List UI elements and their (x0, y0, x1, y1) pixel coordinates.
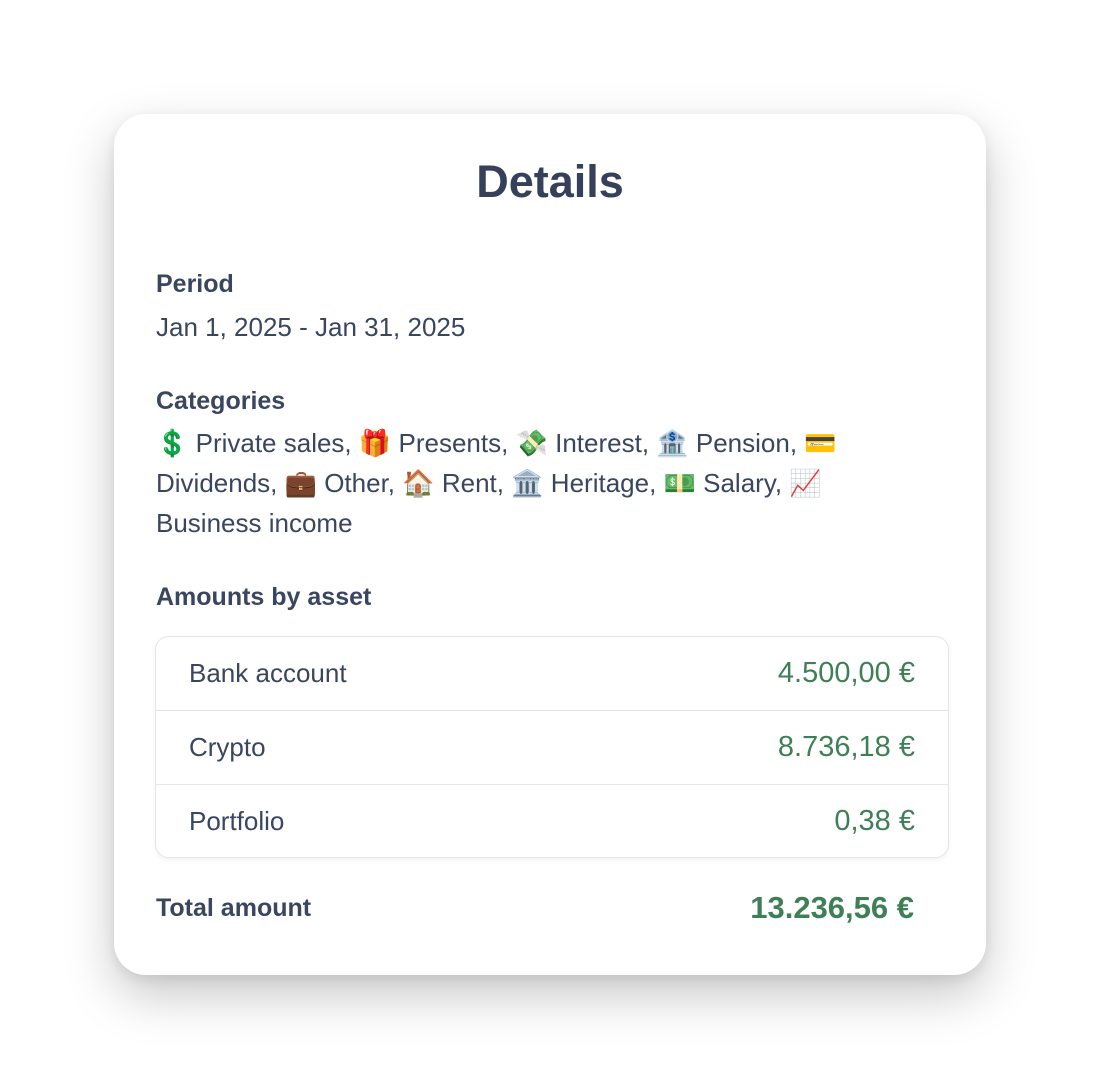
categories-label: Categories (156, 387, 286, 415)
table-row: Crypto 8.736,18 € (156, 711, 948, 785)
asset-amount: 8.736,18 € (777, 731, 915, 763)
table-row: Bank account 4.500,00 € (156, 637, 948, 711)
asset-name: Crypto (189, 732, 266, 762)
details-card (114, 114, 986, 975)
categories-value: 💲 Private sales, 🎁 Presents, 💸 Interest,… (156, 428, 837, 538)
total-value: 13.236,56 € (750, 890, 914, 925)
total-label: Total amount (156, 893, 312, 922)
asset-table: Bank account 4.500,00 € Crypto 8.736,18 … (155, 636, 949, 858)
period-value: Jan 1, 2025 - Jan 31, 2025 (156, 312, 466, 342)
table-row: Portfolio 0,38 € (156, 785, 948, 857)
total-row: Total amount 13.236,56 € (156, 890, 914, 926)
asset-name: Portfolio (189, 806, 285, 836)
asset-amount: 4.500,00 € (777, 657, 915, 689)
amounts-by-asset-label: Amounts by asset (156, 583, 372, 611)
asset-amount: 0,38 € (834, 805, 915, 837)
asset-name: Bank account (189, 658, 347, 688)
page-title: Details (476, 156, 624, 207)
period-label: Period (156, 270, 234, 298)
